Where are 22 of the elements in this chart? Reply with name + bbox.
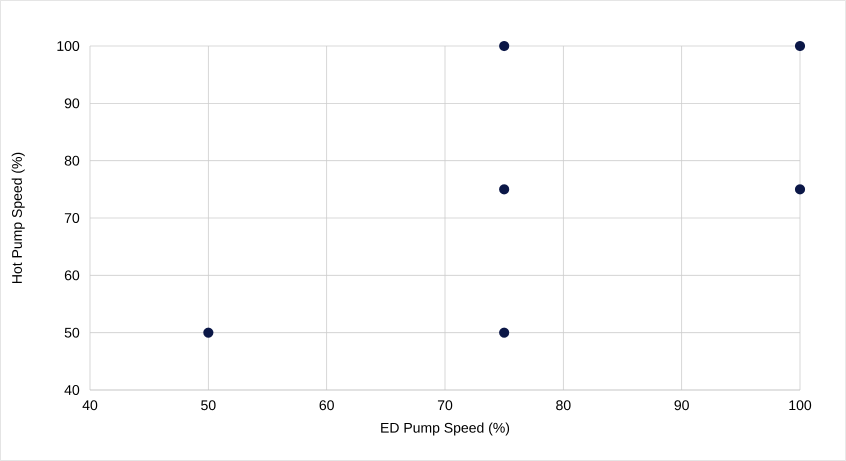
x-tick-label: 60 xyxy=(320,400,334,410)
y-tick-label: 80 xyxy=(64,156,80,166)
y-tick-label: 40 xyxy=(64,385,80,395)
y-tick-label: 60 xyxy=(64,270,80,280)
x-tick-label: 90 xyxy=(674,400,689,410)
y-tick-label: 100 xyxy=(57,41,80,51)
x-tick-label: 70 xyxy=(438,400,452,410)
point xyxy=(499,328,510,338)
point xyxy=(203,328,214,338)
point xyxy=(499,40,510,52)
y-tick-label: 90 xyxy=(64,98,80,108)
y-tick-label: 50 xyxy=(64,328,80,338)
point xyxy=(499,184,510,194)
x-tick-label: 80 xyxy=(556,400,571,410)
x-tick-label: 40 xyxy=(82,400,98,410)
x-tick-label: 100 xyxy=(789,400,812,410)
y-tick-label: 70 xyxy=(64,213,80,223)
point xyxy=(794,184,806,194)
x-tick-label: 50 xyxy=(201,400,216,410)
y-axis-title: Hot Pump Speed (%) xyxy=(12,152,25,283)
point xyxy=(794,40,806,52)
x-axis-title: ED Pump Speed (%) xyxy=(381,422,510,436)
